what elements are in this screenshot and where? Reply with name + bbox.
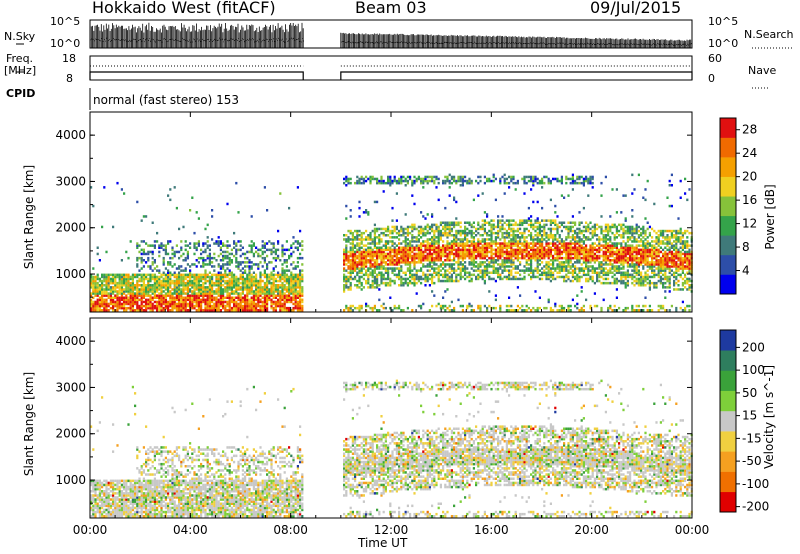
colorbar-tick-label: 200 (742, 340, 765, 354)
freq-tick-top: 18 (62, 52, 76, 65)
cpid-text: normal (fast stereo) 153 (93, 93, 240, 107)
xtick-label: 00:00 (73, 523, 108, 537)
colorbar-tick-label: -100 (742, 477, 769, 491)
heatmap-cells-velocity (90, 379, 693, 518)
nsky-label: N.Sky (4, 30, 36, 43)
ytick-label: 2000 (55, 221, 86, 235)
colorbar-segment (720, 390, 736, 412)
station-title: Hokkaido West (fitACF) (92, 0, 276, 17)
colorbar-tick-label: 20 (742, 170, 757, 184)
colorbar-tick-label: 24 (742, 146, 757, 160)
ytick-label: 3000 (55, 380, 86, 394)
colorbar-tick-label: 15 (742, 409, 757, 423)
date-label: 09/Jul/2015 (590, 0, 682, 17)
xtick-label: 20:00 (574, 523, 609, 537)
colorbar-segment (720, 235, 736, 256)
colorbar-segment (720, 350, 736, 371)
colorbar-tick-label: 8 (742, 240, 750, 254)
colorbar-segment (720, 176, 736, 197)
nsearch-trace (90, 37, 692, 46)
colorbar-tick-label: 100 (742, 363, 765, 377)
colorbar-frame (719, 117, 737, 295)
power-ylabel: Slant Range [km] (22, 164, 36, 270)
colorbar-segment (720, 330, 736, 351)
colorbar-tick-label: 12 (742, 217, 757, 231)
x-axis-label: Time UT (358, 536, 408, 550)
heatmap-cells-power (90, 173, 693, 312)
nave-tick-bottom: 0 (708, 72, 715, 85)
power-colorbar-label: Power [dB] (763, 184, 777, 250)
colorbar-tick-label: 50 (742, 386, 757, 400)
colorbar-tick-label: -15 (742, 431, 762, 445)
colorbar-segment (720, 215, 736, 236)
beam-label: Beam 03 (355, 0, 427, 17)
nsearch-tick-bottom: 10^0 (708, 37, 739, 50)
freq-trace-1 (89, 71, 304, 80)
ytick-label: 4000 (55, 334, 86, 348)
nsearch-tick-top: 10^5 (708, 15, 739, 28)
velocity-colorbar-label: Velocity [m s^-1] (762, 364, 776, 470)
velocity-ylabel: Slant Range [km] (22, 371, 36, 477)
cpid-label: CPID (6, 87, 36, 100)
nsky-trace (89, 22, 692, 48)
colorbar-segment (720, 118, 736, 138)
freq-panel-frame (89, 55, 693, 81)
colorbar-segment (720, 274, 736, 295)
nave-label: Nave (748, 64, 777, 77)
colorbar-tick-label: 16 (742, 193, 757, 207)
xtick-label: 00:00 (675, 523, 710, 537)
freq-tick-bottom: 8 (66, 72, 73, 85)
ytick-label: 1000 (55, 473, 86, 487)
freq-trace-2 (340, 71, 693, 80)
xtick-label: 12:00 (374, 523, 409, 537)
colorbar-segment (720, 471, 736, 493)
nsky-tick-top: 10^5 (50, 15, 81, 28)
colorbar-frame (719, 329, 737, 513)
colorbar-tick-label: 28 (742, 123, 757, 137)
colorbar-tick-label: 4 (742, 264, 750, 278)
ytick-label: 4000 (55, 128, 86, 142)
colorbar-segment (720, 451, 736, 472)
xtick-label: 04:00 (173, 523, 208, 537)
colorbar-segment (720, 410, 736, 432)
colorbar-tick-label: -200 (742, 500, 769, 514)
colorbar-segment (720, 431, 736, 452)
colorbar-segment (720, 254, 736, 275)
colorbar-segment (720, 137, 736, 158)
colorbar-segment (720, 196, 736, 217)
freq-label: Freq. (6, 52, 34, 65)
nsky-tick-bottom: 10^0 (50, 37, 81, 50)
colorbar-segment (720, 157, 736, 177)
nsearch-label: N.Search (744, 28, 794, 41)
xtick-label: 08:00 (273, 523, 308, 537)
ytick-label: 1000 (55, 267, 86, 281)
colorbar-tick-label: -50 (742, 454, 762, 468)
ytick-label: 3000 (55, 174, 86, 188)
colorbar-segment (720, 491, 736, 513)
ytick-label: 2000 (55, 427, 86, 441)
freq-unit: [MHz] (4, 64, 37, 77)
xtick-label: 16:00 (474, 523, 509, 537)
nave-tick-top: 60 (708, 52, 722, 65)
colorbar-segment (720, 370, 736, 391)
